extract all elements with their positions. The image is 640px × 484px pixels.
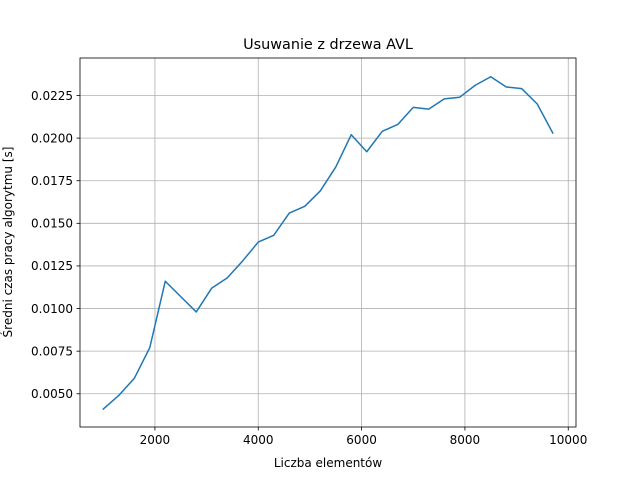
- ticks: 2000 4000 6000 8000 10000 0.0050 0.0075 0.0100 0…: [31, 89, 587, 447]
- chart-title: Usuwanie z drzewa AVL: [243, 37, 413, 53]
- plot-frame: [79, 57, 577, 428]
- y-tick-label: 0.0050: [31, 387, 73, 401]
- y-axis-label: Średni czas pracy algorytmu [s]: [0, 147, 15, 338]
- x-tick-label: 4000: [243, 433, 274, 447]
- y-tick-label: 0.0075: [31, 344, 73, 358]
- x-tick-label: 10000: [549, 433, 587, 447]
- y-tick-label: 0.0100: [31, 302, 73, 316]
- series-layer: [102, 76, 554, 411]
- y-tick-label: 0.0125: [31, 259, 73, 273]
- y-tick-label: 0.0200: [31, 131, 73, 145]
- series-line: [102, 76, 554, 411]
- x-tick-label: 8000: [450, 433, 481, 447]
- x-axis-label: Liczba elementów: [274, 456, 383, 470]
- y-tick-label: 0.0150: [31, 217, 73, 231]
- x-tick-label: 2000: [140, 433, 171, 447]
- y-tick-label: 0.0225: [31, 89, 73, 103]
- x-tick-label: 6000: [346, 433, 377, 447]
- grid: [80, 58, 576, 427]
- y-tick-label: 0.0175: [31, 174, 73, 188]
